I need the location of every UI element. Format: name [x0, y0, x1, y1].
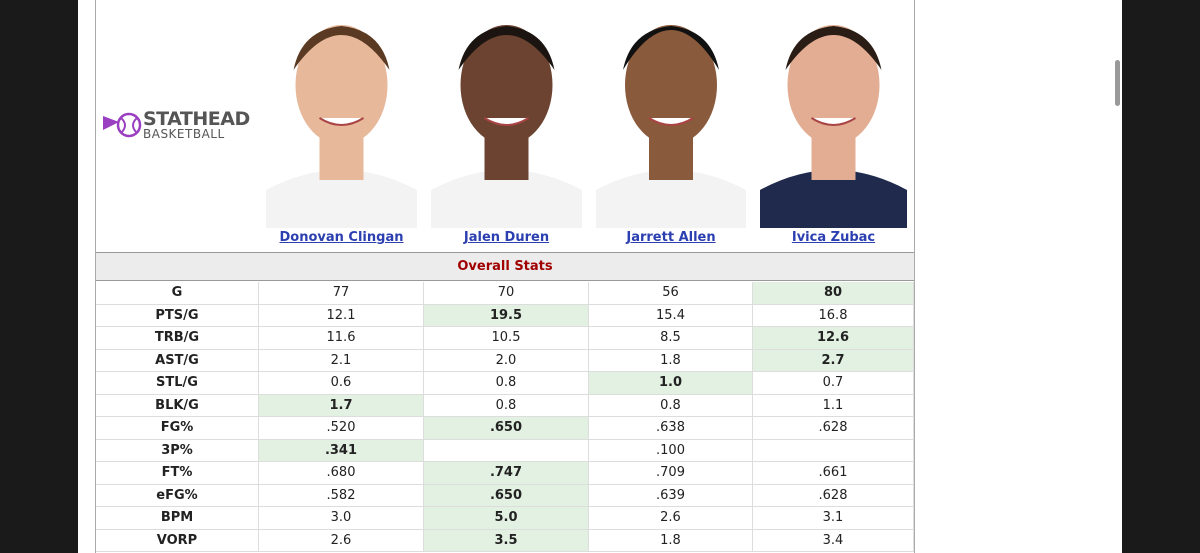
stat-value — [424, 439, 589, 462]
stat-value: 77 — [259, 282, 424, 305]
stat-label: BPM — [96, 507, 259, 530]
stat-value: 11.6 — [259, 327, 424, 350]
stat-label: FG% — [96, 417, 259, 440]
stat-value: .709 — [589, 462, 753, 485]
scrollbar[interactable] — [1115, 60, 1120, 106]
stat-value: 16.8 — [753, 304, 914, 327]
stat-label: G — [96, 282, 259, 305]
stat-value: 15.4 — [589, 304, 753, 327]
stat-label: eFG% — [96, 484, 259, 507]
stat-label: AST/G — [96, 349, 259, 372]
stat-value: 0.8 — [589, 394, 753, 417]
stat-value: 8.5 — [589, 327, 753, 350]
stat-value: 2.6 — [259, 529, 424, 552]
player-link[interactable]: Jalen Duren — [463, 230, 550, 245]
stat-value: 3.4 — [753, 529, 914, 552]
stat-value: .747 — [424, 462, 589, 485]
stat-value: 70 — [424, 282, 589, 305]
stat-value: 0.6 — [259, 372, 424, 395]
stat-value: 0.8 — [424, 394, 589, 417]
stat-value: 2.7 — [753, 349, 914, 372]
stat-value: 56 — [589, 282, 753, 305]
stat-value: 3.0 — [259, 507, 424, 530]
stat-label: FT% — [96, 462, 259, 485]
stat-value: 12.1 — [259, 304, 424, 327]
stat-value: .582 — [259, 484, 424, 507]
stat-value: 2.1 — [259, 349, 424, 372]
player-link[interactable]: Ivica Zubac — [791, 230, 876, 245]
logo-sub: BASKETBALL — [143, 127, 225, 141]
stat-label: TRB/G — [96, 327, 259, 350]
stat-value: 5.0 — [424, 507, 589, 530]
stat-value — [753, 439, 914, 462]
stat-value: 0.7 — [753, 372, 914, 395]
stat-label: 3P% — [96, 439, 259, 462]
stat-value: .650 — [424, 417, 589, 440]
stat-value: .520 — [259, 417, 424, 440]
player-photo — [596, 0, 746, 228]
stat-value: .638 — [589, 417, 753, 440]
stat-value: .341 — [259, 439, 424, 462]
stat-value: 1.7 — [259, 394, 424, 417]
stat-label: VORP — [96, 529, 259, 552]
stat-value: .680 — [259, 462, 424, 485]
stat-value: 1.8 — [589, 529, 753, 552]
stat-value: .628 — [753, 417, 914, 440]
player-link[interactable]: Jarrett Allen — [626, 230, 716, 245]
stat-label: BLK/G — [96, 394, 259, 417]
player-photo — [266, 0, 417, 228]
stat-value: .661 — [753, 462, 914, 485]
player-photo — [431, 0, 582, 228]
stat-value: .639 — [589, 484, 753, 507]
stat-value: .650 — [424, 484, 589, 507]
stat-value: 0.8 — [424, 372, 589, 395]
player-photo — [760, 0, 907, 228]
stat-value: 3.5 — [424, 529, 589, 552]
stat-label: STL/G — [96, 372, 259, 395]
stat-value: 1.1 — [753, 394, 914, 417]
web-page: STATHEAD BASKETBALL Overall Stats Donova… — [78, 0, 1122, 553]
stat-value: .100 — [589, 439, 753, 462]
player-link[interactable]: Donovan Clingan — [279, 230, 404, 245]
logo-name: STATHEAD — [143, 108, 250, 130]
stathead-logo[interactable]: STATHEAD BASKETBALL — [101, 108, 261, 142]
stat-value: 19.5 — [424, 304, 589, 327]
logo-icon — [103, 112, 142, 138]
stat-label: PTS/G — [96, 304, 259, 327]
stat-value: 1.8 — [589, 349, 753, 372]
stat-value: 2.6 — [589, 507, 753, 530]
stat-value: 2.0 — [424, 349, 589, 372]
section-header: Overall Stats — [96, 252, 914, 281]
comparison-table: STATHEAD BASKETBALL Overall Stats Donova… — [95, 0, 915, 553]
stat-value: 3.1 — [753, 507, 914, 530]
stat-value: .628 — [753, 484, 914, 507]
stat-value: 1.0 — [589, 372, 753, 395]
stat-value: 80 — [753, 282, 914, 305]
stat-value: 12.6 — [753, 327, 914, 350]
stat-value: 10.5 — [424, 327, 589, 350]
